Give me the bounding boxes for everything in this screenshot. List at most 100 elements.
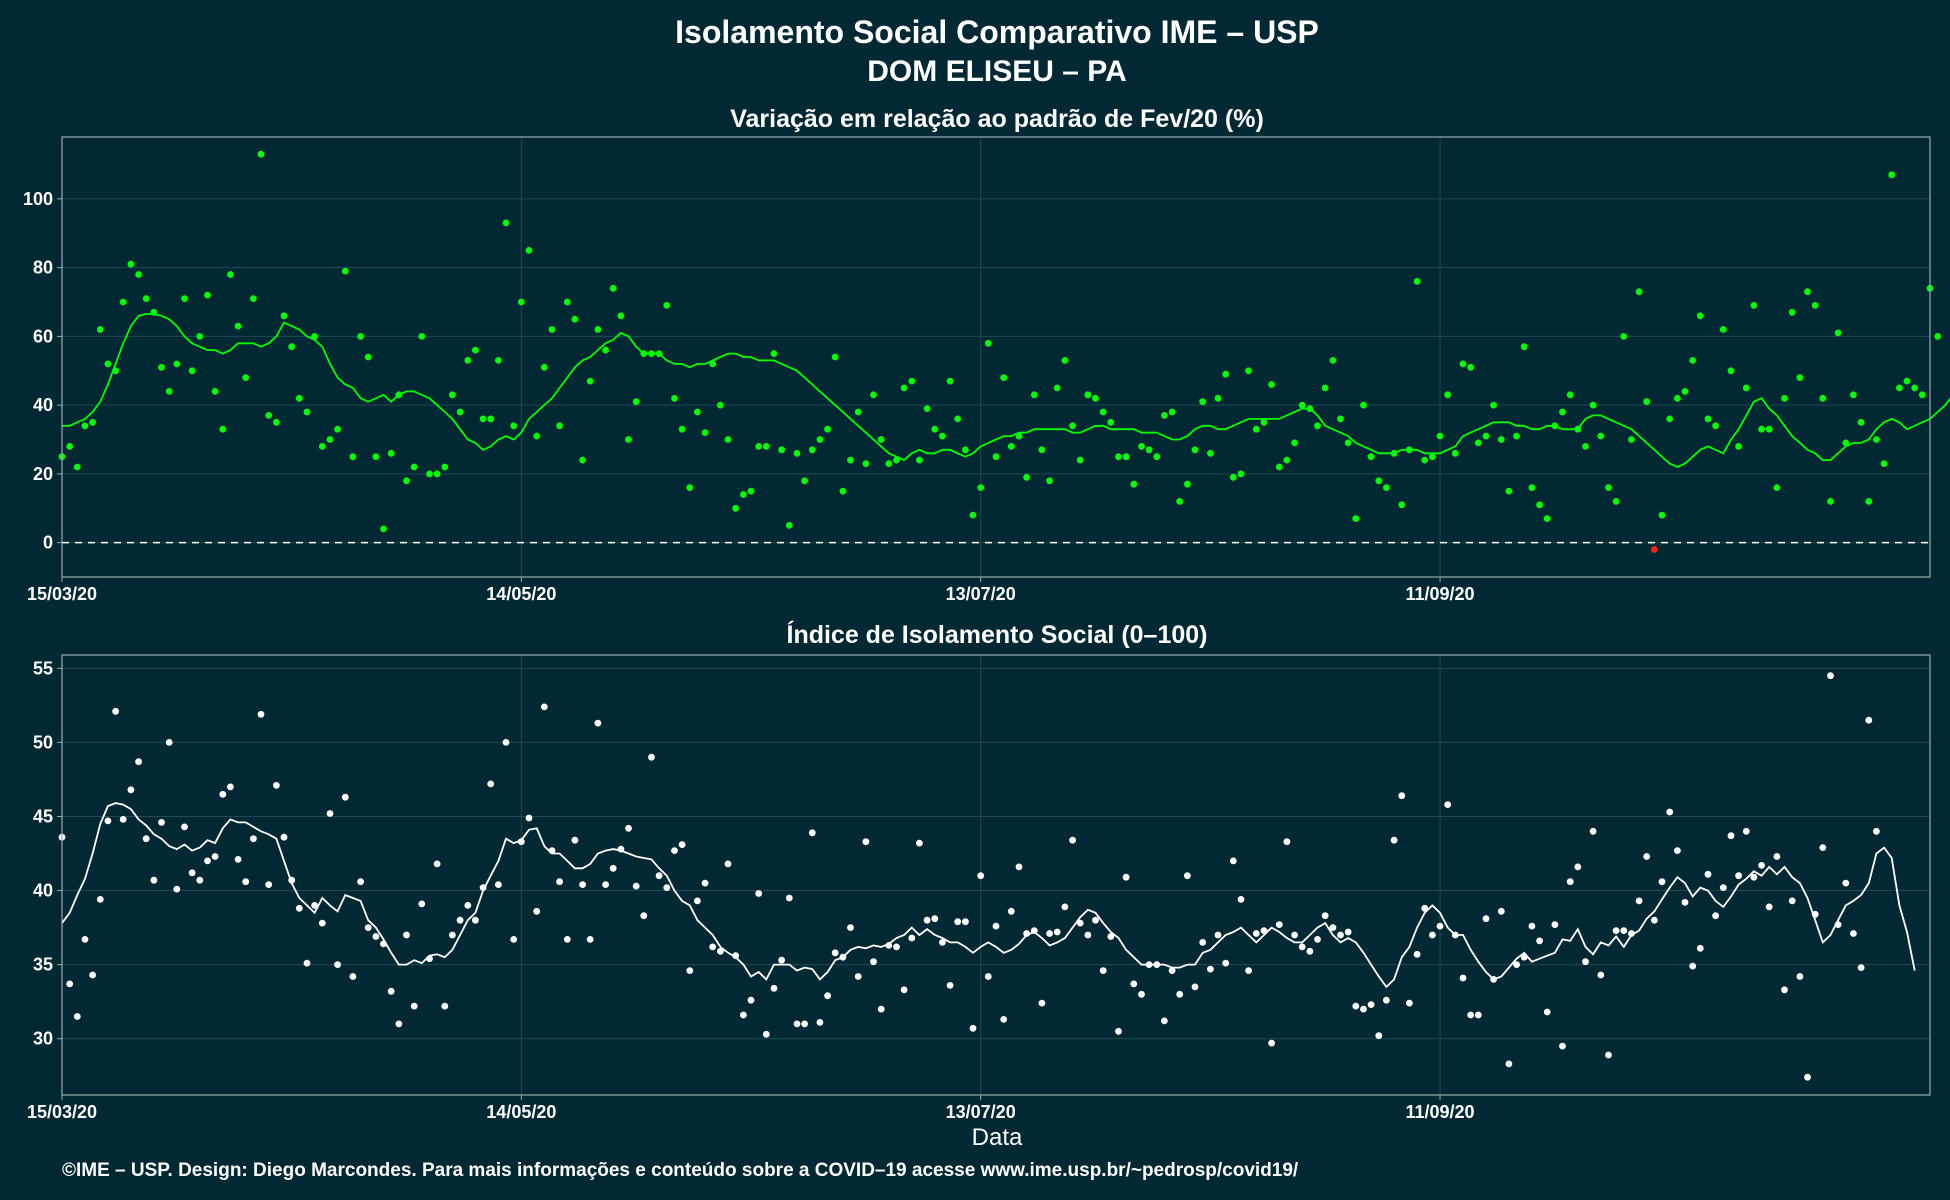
data-point [1199, 398, 1207, 406]
bottom-panel-title: Índice de Isolamento Social (0–100) [787, 620, 1208, 649]
data-point [862, 460, 870, 467]
panel-border [61, 136, 1931, 578]
data-point [1582, 443, 1589, 450]
data-point [1712, 912, 1719, 920]
data-point [1582, 958, 1589, 966]
data-point [104, 360, 112, 368]
page-title: Isolamento Social Comparativo IME – USP [675, 14, 1319, 50]
data-point [839, 487, 847, 495]
data-point [1911, 384, 1919, 392]
data-point [510, 422, 518, 430]
data-point [694, 408, 701, 416]
data-point [1681, 899, 1689, 906]
data-point [540, 363, 548, 371]
data-point [1857, 964, 1865, 971]
data-point [563, 298, 571, 306]
moving-average-line [62, 313, 1950, 468]
data-point [732, 952, 740, 960]
data-point [1918, 391, 1926, 399]
data-point [257, 150, 265, 158]
data-point [778, 446, 785, 454]
data-point [288, 343, 296, 351]
data-point [1834, 329, 1842, 337]
data-point [831, 353, 839, 361]
data-point [1069, 422, 1076, 430]
data-point [119, 816, 127, 823]
data-point [349, 973, 357, 980]
data-point [1314, 422, 1321, 430]
data-point [127, 786, 135, 794]
data-point [1321, 384, 1329, 392]
data-point [908, 934, 916, 942]
data-point [1467, 363, 1475, 371]
data-point [1696, 944, 1704, 952]
data-point [594, 326, 602, 333]
data-point [1436, 922, 1444, 930]
data-point [303, 408, 311, 416]
data-point [1337, 415, 1344, 423]
data-point [709, 943, 717, 951]
data-point [1352, 1002, 1360, 1010]
data-point [1344, 928, 1352, 936]
data-point [1245, 967, 1252, 974]
data-point [127, 260, 135, 268]
data-point [211, 853, 219, 860]
data-point [1566, 391, 1574, 399]
data-point [1559, 408, 1566, 416]
data-point [1329, 924, 1337, 931]
data-point [1666, 415, 1674, 423]
data-point [1865, 498, 1873, 505]
data-point [1788, 897, 1796, 905]
data-point [1061, 903, 1069, 911]
data-point [158, 819, 165, 826]
data-point [755, 443, 763, 450]
data-point [525, 814, 533, 822]
data-point [1199, 939, 1207, 946]
data-point [556, 878, 563, 886]
data-point [1674, 847, 1681, 854]
data-point [372, 933, 380, 940]
data-point [801, 477, 808, 485]
data-point [847, 924, 854, 931]
data-point [273, 418, 280, 426]
data-point [1811, 302, 1819, 309]
data-point [1467, 1011, 1475, 1019]
data-point [755, 890, 763, 897]
data-point [609, 284, 617, 292]
data-point [1237, 470, 1245, 478]
data-point [640, 912, 648, 920]
data-point [579, 456, 586, 464]
data-point [242, 374, 250, 381]
data-point [1934, 333, 1942, 340]
data-point [1505, 1060, 1513, 1068]
data-point [671, 394, 678, 402]
data-point [1000, 1016, 1008, 1023]
data-point [1413, 950, 1421, 958]
data-point [1873, 436, 1880, 443]
data-point [908, 377, 916, 385]
data-point [1520, 343, 1528, 351]
data-point [954, 415, 962, 423]
data-point [770, 350, 778, 357]
y-tick-label: 40 [33, 881, 53, 901]
data-point [1658, 878, 1666, 886]
data-point [1719, 326, 1727, 333]
data-point [1352, 515, 1360, 522]
data-point [525, 247, 533, 254]
data-point [334, 425, 341, 433]
data-point [793, 1020, 801, 1028]
y-tick-label: 50 [33, 732, 53, 752]
data-point [1896, 384, 1903, 392]
data-point [1092, 394, 1099, 402]
data-point [1168, 967, 1176, 974]
data-point [403, 931, 410, 939]
data-point [295, 904, 303, 912]
data-point [1291, 439, 1298, 447]
data-point [1375, 477, 1383, 485]
data-point [1804, 288, 1811, 296]
data-point [1735, 872, 1742, 880]
data-point [854, 973, 862, 980]
data-point [862, 838, 870, 846]
data-point [801, 1020, 808, 1028]
data-point [1666, 808, 1674, 816]
